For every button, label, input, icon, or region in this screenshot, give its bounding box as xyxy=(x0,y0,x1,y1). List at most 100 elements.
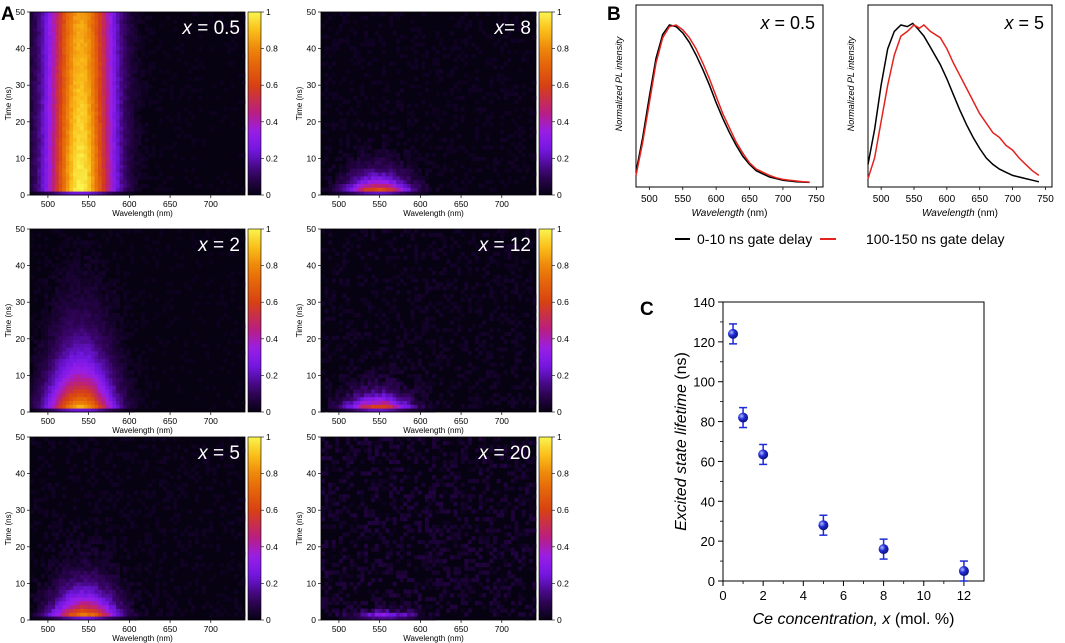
heatmap-cell xyxy=(346,111,351,116)
heatmap-cell xyxy=(90,31,95,36)
heatmap-cell xyxy=(467,328,472,333)
heatmap-cell xyxy=(30,187,34,192)
heatmap-cell xyxy=(169,267,174,272)
heatmap-cell xyxy=(76,57,81,62)
heatmap-cell xyxy=(349,153,354,158)
heatmap-cell xyxy=(94,240,99,245)
heatmap-cell xyxy=(173,46,178,51)
heatmap-cell xyxy=(30,324,34,329)
heatmap-cell xyxy=(500,362,505,367)
heatmap-cell xyxy=(482,244,487,249)
heatmap-cell xyxy=(137,137,142,143)
heatmap-cell xyxy=(101,12,106,17)
heatmap-cell xyxy=(414,278,419,283)
heatmap-cell xyxy=(73,328,77,333)
heatmap-cell xyxy=(30,335,34,340)
heatmap-cell xyxy=(40,179,45,184)
heatmap-cell xyxy=(467,305,472,310)
heatmap-cell xyxy=(65,114,70,120)
heatmap-cell xyxy=(324,351,329,356)
heatmap-cell xyxy=(328,255,333,260)
heatmap-cell xyxy=(105,240,110,245)
heatmap-cell xyxy=(187,84,192,89)
heatmap-cell xyxy=(457,80,462,85)
heatmap-cell xyxy=(237,381,242,386)
heatmap-cell xyxy=(414,183,419,188)
heatmap-cell xyxy=(346,324,351,329)
heatmap-cell xyxy=(130,53,135,59)
heatmap-cell xyxy=(137,103,142,108)
panel-label-c: C xyxy=(640,299,654,320)
heatmap-cell xyxy=(83,42,88,47)
heatmap-cell xyxy=(30,107,34,112)
heatmap-cell xyxy=(399,270,404,276)
heatmap-cell xyxy=(80,301,85,306)
heatmap-cell xyxy=(44,164,49,169)
heatmap-cell xyxy=(435,286,440,291)
heatmap-cell xyxy=(58,168,63,173)
heatmap-cell xyxy=(47,320,52,325)
heatmap-cell xyxy=(353,61,358,66)
heatmap-cell xyxy=(133,179,138,184)
heatmap-cell xyxy=(356,61,361,66)
heatmap-cell xyxy=(76,259,81,264)
heatmap-cell xyxy=(90,335,95,340)
heatmap-cell xyxy=(116,339,120,344)
heatmap-cell xyxy=(112,373,117,379)
heatmap-cell xyxy=(389,400,394,405)
heatmap-cell xyxy=(399,172,404,177)
heatmap-cell xyxy=(58,377,63,382)
heatmap-cell xyxy=(475,392,480,398)
heatmap-cell xyxy=(90,80,95,85)
heatmap-cell xyxy=(503,183,508,188)
heatmap-cell xyxy=(37,99,42,104)
heatmap-cell xyxy=(453,187,458,192)
heatmap-cell xyxy=(116,69,120,74)
heatmap-cell xyxy=(521,282,526,287)
heatmap-cell xyxy=(130,134,135,139)
heatmap-cell xyxy=(378,385,383,390)
heatmap-cell xyxy=(392,377,397,382)
heatmap-cell xyxy=(51,373,56,379)
heatmap-cell xyxy=(105,396,110,401)
heatmap-cell xyxy=(65,293,70,299)
heatmap-cell xyxy=(76,134,81,139)
heatmap-cell xyxy=(331,270,336,276)
heatmap-cell xyxy=(442,286,447,291)
heatmap-cell xyxy=(518,27,523,32)
heatmap-cell xyxy=(424,183,429,188)
heatmap-cell xyxy=(356,160,361,165)
heatmap-cell xyxy=(500,122,505,127)
heatmap-cell xyxy=(507,248,512,253)
heatmap-cell xyxy=(521,92,526,97)
heatmap-cell xyxy=(112,34,117,40)
heatmap-cell xyxy=(331,408,336,413)
heatmap-cell xyxy=(37,145,42,150)
heatmap-cell xyxy=(392,263,397,268)
heatmap-cell xyxy=(108,232,113,238)
heatmap-cell xyxy=(212,404,217,409)
heatmap-cell xyxy=(133,73,138,78)
heatmap-cell xyxy=(76,126,81,131)
heatmap-cell xyxy=(521,12,526,17)
heatmap-cell xyxy=(101,76,106,82)
heatmap-cell xyxy=(410,392,415,398)
heatmap-cell xyxy=(65,305,70,310)
heatmap-cell xyxy=(475,46,480,51)
heatmap-cell xyxy=(69,34,74,40)
heatmap-cell xyxy=(90,179,95,184)
heatmap-cell xyxy=(47,396,52,401)
heatmap-cell xyxy=(94,126,99,131)
heatmap-cell xyxy=(108,373,113,379)
heatmap-cell xyxy=(73,130,77,135)
heatmap-cell xyxy=(421,381,426,386)
panel-x-label: x = 2 xyxy=(197,235,240,256)
heatmap-cell xyxy=(133,168,138,173)
heatmap-cell xyxy=(421,42,426,47)
heatmap-cell xyxy=(108,130,113,135)
heatmap-cell xyxy=(30,118,34,123)
heatmap-cell xyxy=(424,160,429,165)
heatmap-cell xyxy=(76,278,81,283)
heatmap-cell xyxy=(148,73,153,78)
heatmap-cell xyxy=(331,187,336,192)
